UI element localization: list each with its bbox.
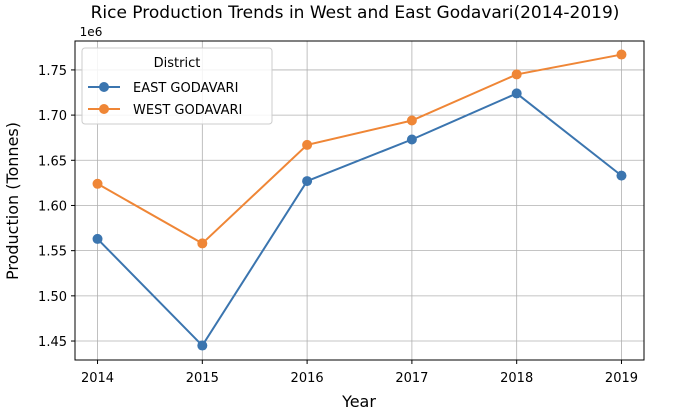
y-tick-label: 1.60 [38, 199, 67, 214]
data-point-east-godavari [302, 176, 313, 187]
series-line-east-godavari [96, 92, 623, 348]
x-tick-label: 2014 [81, 371, 114, 386]
data-point-east-godavari [406, 134, 417, 145]
data-point-east-godavari [92, 233, 103, 244]
data-point-west-godavari [197, 238, 208, 249]
y-tick-label: 1.70 [38, 109, 67, 124]
x-axis-label: Year [341, 392, 376, 411]
x-tick-label: 2019 [605, 371, 638, 386]
legend-marker-west-godavari [99, 104, 109, 114]
y-tick-label: 1.75 [38, 64, 67, 79]
y-tick-label: 1.50 [38, 290, 67, 305]
legend-title: District [154, 56, 201, 71]
data-point-west-godavari [302, 139, 313, 150]
legend-items: EAST GODAVARI WEST GODAVARI [88, 81, 242, 118]
legend-marker-east-godavari [99, 82, 109, 92]
y-offset-label: 1e6 [80, 25, 103, 39]
data-point-east-godavari [197, 340, 208, 351]
data-point-west-godavari [616, 49, 627, 60]
x-axis-ticks: 2014 2015 2016 2017 2018 2019 [81, 360, 638, 386]
y-axis-ticks: 1.45 1.50 1.55 1.60 1.65 1.70 1.75 [38, 64, 75, 350]
x-tick-label: 2016 [291, 371, 324, 386]
y-tick-label: 1.65 [38, 154, 67, 169]
x-tick-label: 2015 [186, 371, 219, 386]
legend-label-west-godavari: WEST GODAVARI [133, 103, 242, 118]
data-point-west-godavari [406, 115, 417, 126]
data-point-west-godavari [511, 69, 522, 80]
series-layer [92, 49, 627, 351]
legend-box [81, 47, 273, 125]
x-tick-label: 2018 [500, 371, 533, 386]
data-point-east-godavari [616, 170, 627, 181]
data-point-east-godavari [511, 88, 522, 99]
series-line-west-godavari [97, 53, 622, 245]
legend-label-east-godavari: EAST GODAVARI [133, 81, 238, 96]
data-point-west-godavari [92, 178, 103, 189]
x-tick-label: 2017 [395, 371, 428, 386]
y-axis-label: Production (Tonnes) [3, 122, 22, 280]
plot-area-frame [74, 40, 645, 361]
y-tick-label: 1.55 [38, 245, 67, 260]
y-tick-label: 1.45 [38, 335, 67, 350]
chart-title: Rice Production Trends in West and East … [91, 3, 620, 23]
legend: District EAST GODAVARI WEST GODAVARI [81, 47, 273, 125]
